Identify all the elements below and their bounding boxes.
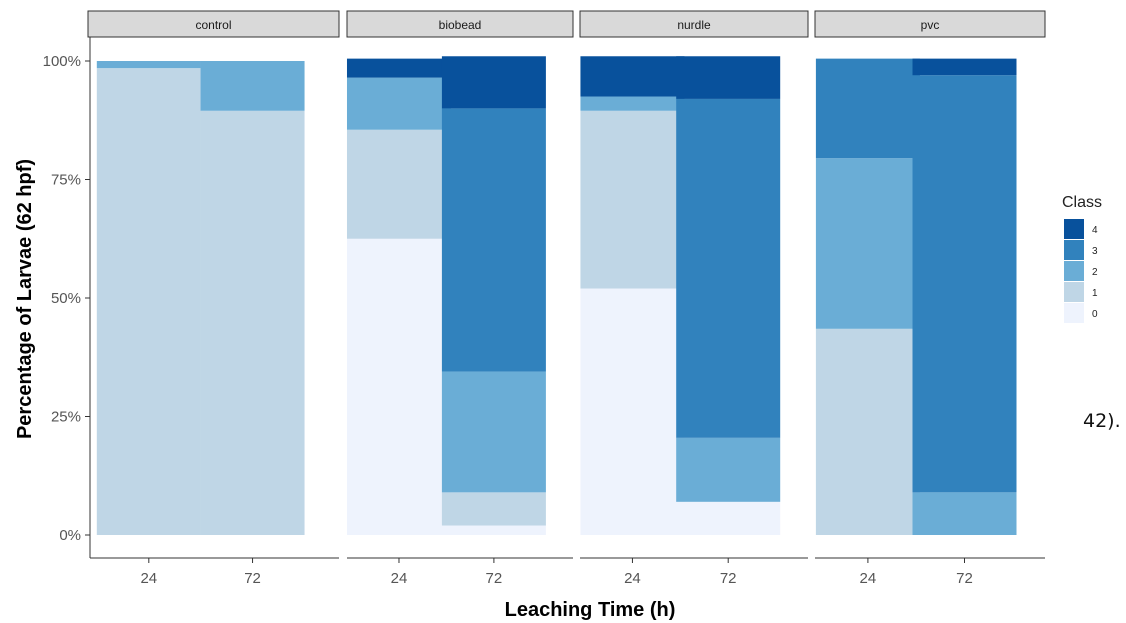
x-tick-label: 72 — [956, 570, 973, 587]
y-tick-label: 75% — [51, 172, 81, 189]
facet-label-control: control — [195, 18, 231, 32]
x-tick-label: 24 — [624, 570, 641, 587]
y-axis-title: Percentage of Larvae (62 hpf) — [14, 159, 36, 439]
facet-strip-nurdle — [579, 10, 809, 38]
bar-segment-biobead-72-class-3 — [441, 108, 546, 372]
bar-segment-nurdle-24-class-4 — [580, 56, 685, 97]
legend-label-class-3: 3 — [1092, 246, 1098, 257]
y-tick-label: 25% — [51, 409, 81, 426]
bar-segment-nurdle-24-class-0 — [580, 288, 685, 535]
stray-text: 42). — [1083, 410, 1121, 432]
bar-segment-pvc-24-class-2 — [815, 158, 920, 329]
facet-label-biobead: biobead — [439, 18, 482, 32]
x-tick-label: 72 — [244, 570, 261, 587]
bar-segment-pvc-24-class-3 — [815, 58, 920, 159]
bar-segment-nurdle-72-class-4 — [676, 56, 781, 99]
y-tick-label: 100% — [43, 53, 81, 70]
bar-segment-nurdle-24-class-1 — [580, 110, 685, 289]
facet-strip-control — [87, 10, 340, 38]
x-tick-label: 24 — [860, 570, 877, 587]
facet-label-pvc: pvc — [921, 18, 940, 32]
facet-panels: control 24 72 biobead 24 72 nurdle 24 72 pvc 24 72 — [87, 10, 1046, 587]
facet-strip-pvc — [814, 10, 1046, 38]
legend-label-class-0: 0 — [1092, 309, 1098, 320]
facet-label-nurdle: nurdle — [677, 18, 711, 32]
y-tick-label: 0% — [59, 527, 81, 544]
legend-swatch-class-3 — [1064, 240, 1084, 260]
x-axis-title: Leaching Time (h) — [505, 599, 676, 621]
bar-segment-biobead-72-class-2 — [441, 371, 546, 493]
legend: Class 4 3 2 1 0 — [1062, 194, 1102, 323]
legend-title: Class — [1062, 194, 1102, 211]
facet-strip-biobead — [346, 10, 574, 38]
bar-segment-biobead-24-class-4 — [346, 58, 451, 78]
bar-segment-biobead-72-class-4 — [441, 56, 546, 109]
legend-label-class-1: 1 — [1092, 288, 1098, 299]
y-axis: 0% 25% 50% 75% 100% — [43, 37, 91, 558]
legend-swatch-class-1 — [1064, 282, 1084, 302]
x-tick-label: 24 — [140, 570, 157, 587]
x-tick-label: 72 — [486, 570, 503, 587]
legend-swatch-class-2 — [1064, 261, 1084, 281]
bar-segment-nurdle-72-class-3 — [676, 98, 781, 438]
bar-segment-biobead-24-class-2 — [346, 77, 451, 130]
y-tick-label: 50% — [51, 290, 81, 307]
bar-segment-pvc-72-class-4 — [912, 58, 1017, 76]
bar-segment-biobead-24-class-1 — [346, 129, 451, 239]
x-tick-label: 24 — [391, 570, 408, 587]
bar-segment-control-24-class-2 — [96, 61, 201, 69]
bar-segment-pvc-72-class-2 — [912, 492, 1017, 535]
bar-segment-biobead-24-class-0 — [346, 238, 451, 535]
bars — [96, 56, 1017, 536]
bar-segment-nurdle-24-class-2 — [580, 96, 685, 111]
bar-segment-nurdle-72-class-2 — [676, 437, 781, 502]
bar-segment-pvc-24-class-1 — [815, 328, 920, 535]
bar-segment-nurdle-72-class-0 — [676, 501, 781, 535]
x-tick-label: 72 — [720, 570, 737, 587]
bar-segment-biobead-72-class-0 — [441, 525, 546, 535]
bar-segment-control-72-class-1 — [200, 110, 305, 536]
bar-segment-pvc-72-class-3 — [912, 75, 1017, 493]
bar-segment-biobead-72-class-1 — [441, 492, 546, 526]
legend-swatch-class-4 — [1064, 219, 1084, 239]
bar-segment-control-24-class-1 — [96, 68, 201, 536]
bar-segment-control-72-class-2 — [200, 61, 305, 111]
legend-label-class-2: 2 — [1092, 267, 1098, 278]
legend-swatch-class-0 — [1064, 303, 1084, 323]
legend-label-class-4: 4 — [1092, 225, 1098, 236]
